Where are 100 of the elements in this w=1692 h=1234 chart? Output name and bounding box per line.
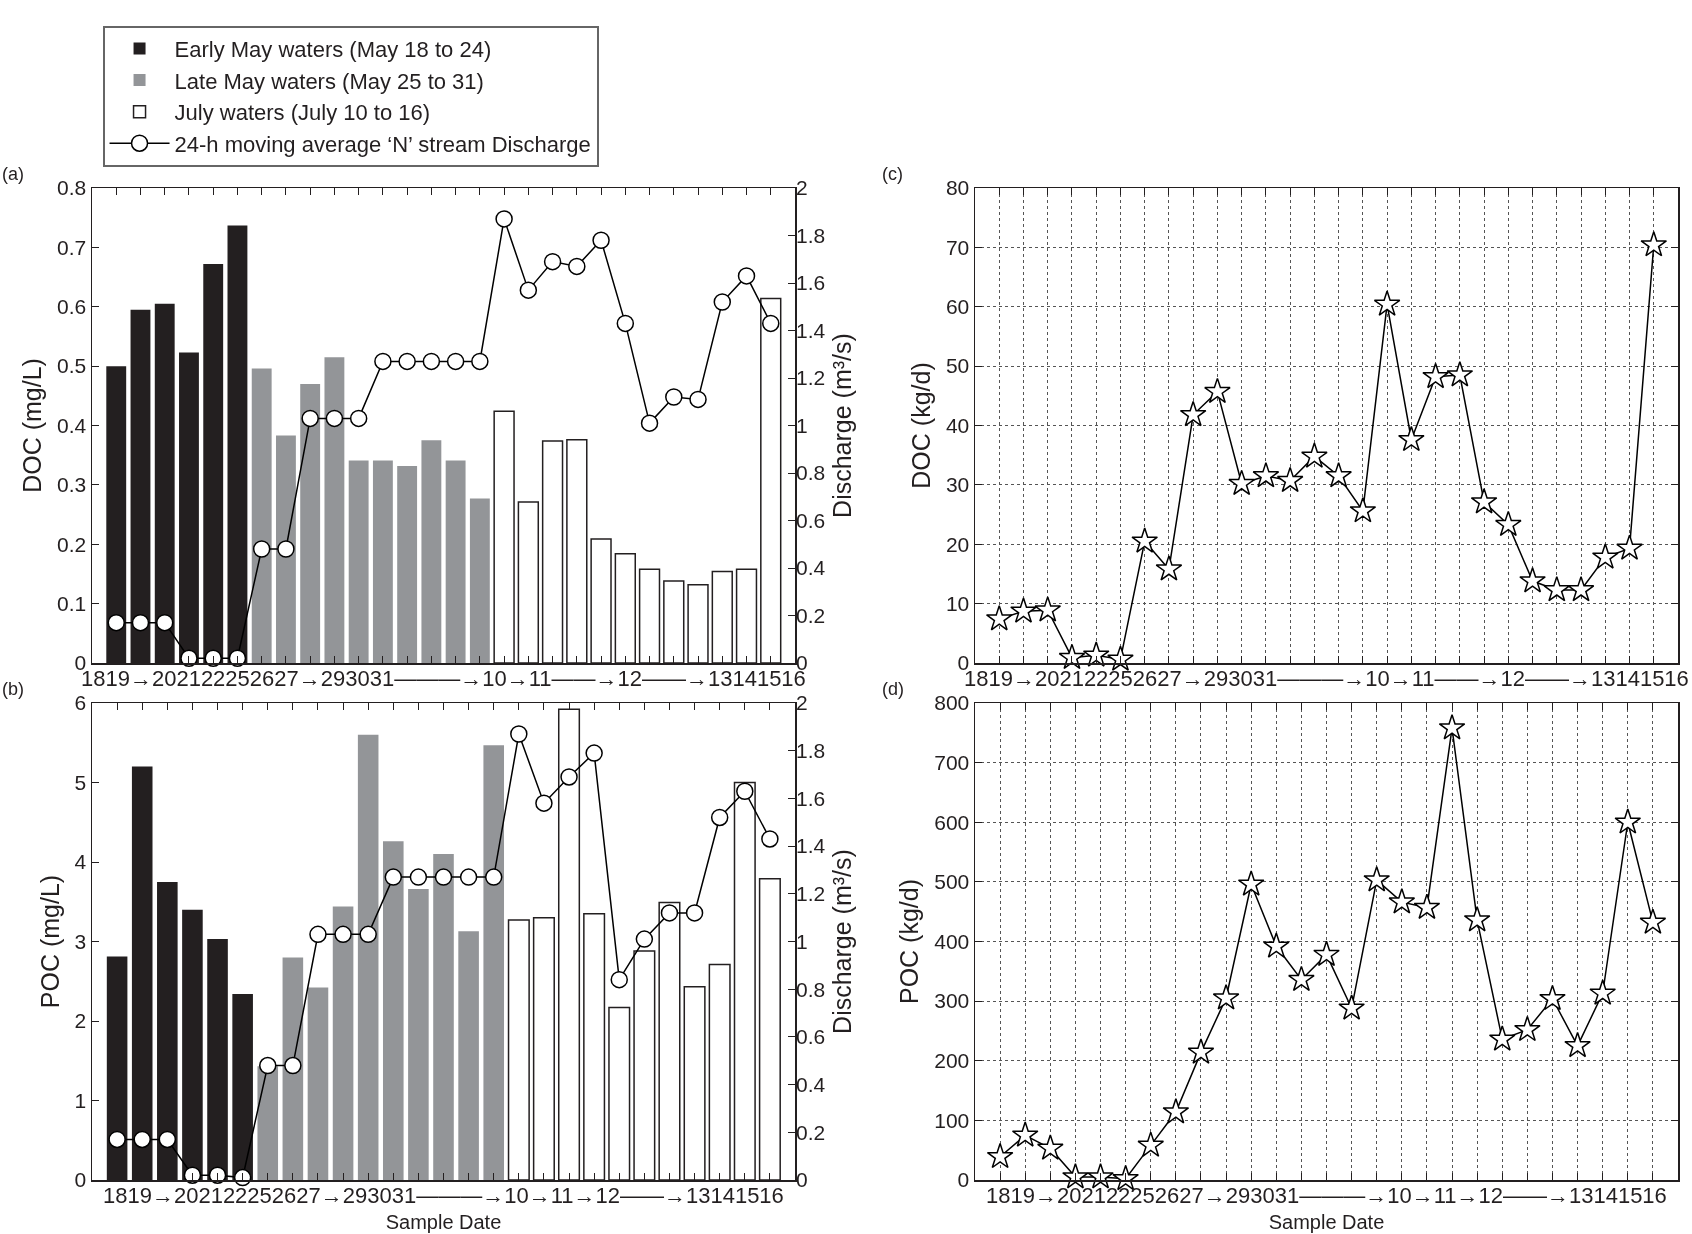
x-axis-title: Sample Date	[385, 1210, 502, 1233]
y-tick-label: 0	[74, 1168, 87, 1192]
y2-tick-label: 0.8	[796, 461, 826, 485]
point	[1446, 360, 1474, 387]
y2-tick-label: 1.6	[796, 786, 826, 810]
point	[710, 808, 729, 827]
y-tick-label: 0.5	[57, 354, 87, 378]
point	[1373, 290, 1401, 316]
point	[1463, 905, 1491, 932]
legend-label: 24-h moving average ‘N’ stream Discharge	[174, 131, 591, 157]
y-tick-label: 0.3	[57, 473, 87, 497]
point	[131, 613, 150, 632]
point	[1388, 888, 1416, 914]
y2-tick-label: 1	[796, 413, 808, 437]
point	[158, 1130, 177, 1149]
y-tick-label: 70	[945, 235, 970, 259]
bar	[445, 460, 466, 663]
bar	[307, 987, 329, 1180]
point	[1187, 1038, 1215, 1064]
y-tick-label: 5	[74, 770, 87, 794]
bar	[483, 745, 505, 1180]
point	[660, 904, 679, 922]
y2-tick-label: 1.4	[796, 834, 826, 858]
y-tick-label: 0.2	[57, 532, 87, 556]
bar	[300, 383, 321, 663]
point	[359, 925, 377, 944]
point	[1287, 965, 1315, 992]
point	[616, 314, 635, 333]
y2-tick-label: 0.4	[796, 1072, 826, 1096]
point	[1131, 527, 1159, 553]
point	[1363, 866, 1391, 892]
point	[1237, 870, 1265, 896]
bar	[257, 1066, 279, 1180]
text: (a)	[2, 164, 24, 184]
point	[1034, 596, 1062, 622]
y-tick-label: 0.1	[57, 591, 87, 615]
point	[1300, 442, 1328, 468]
y2-tick-label: 1	[796, 929, 808, 953]
y-tick-label: 400	[934, 929, 970, 953]
point	[986, 1142, 1014, 1169]
y2-tick-label: 1.8	[796, 223, 826, 247]
y-tick-label: 300	[934, 989, 970, 1013]
bar	[372, 460, 393, 663]
y-tick-label: 200	[934, 1049, 970, 1073]
y-tick-label: 0.6	[57, 295, 87, 319]
bar	[458, 931, 479, 1180]
y2-tick-label: 1.8	[796, 739, 826, 763]
point	[985, 605, 1013, 631]
point	[519, 281, 538, 299]
y2-tick-label: 0.2	[796, 1120, 826, 1144]
point	[107, 613, 125, 632]
y-tick-label: 60	[945, 295, 970, 319]
point	[349, 409, 368, 428]
point	[510, 725, 528, 743]
bar	[251, 368, 272, 663]
point	[495, 210, 513, 228]
point	[1137, 1131, 1165, 1157]
text: 1819→202122252627→293031———→10→11→12——→13141516	[103, 1183, 784, 1208]
bar	[324, 357, 345, 663]
point	[1011, 1121, 1039, 1147]
y-axis-title: POC (mg/L)	[35, 874, 64, 1009]
bar	[348, 460, 369, 663]
y-tick-label: 30	[945, 473, 970, 497]
point	[1640, 230, 1668, 257]
bar	[421, 440, 442, 663]
y-tick-label: 0	[957, 1168, 970, 1192]
y-tick-label: 40	[945, 413, 970, 437]
legend-label: Early May waters (May 18 to 24)	[174, 37, 492, 62]
bar	[332, 906, 354, 1180]
point	[422, 352, 441, 371]
point	[284, 1056, 302, 1075]
y-axis-title: DOC (mg/L)	[18, 358, 47, 493]
bar	[282, 957, 304, 1180]
y2-tick-label: 0.6	[796, 508, 826, 532]
point	[1438, 713, 1466, 740]
bar	[382, 841, 404, 1180]
point	[1325, 461, 1353, 488]
point	[1010, 597, 1037, 623]
point	[685, 904, 704, 922]
point	[374, 352, 392, 371]
legend-label: July waters (July 10 to 16)	[174, 100, 431, 126]
point	[543, 252, 562, 271]
point	[446, 352, 465, 371]
point	[1539, 984, 1566, 1011]
y2-tick-label: 1.2	[796, 366, 826, 390]
point	[384, 868, 403, 886]
point	[1212, 984, 1240, 1010]
point	[252, 540, 271, 558]
point	[1082, 641, 1110, 667]
point	[325, 409, 344, 428]
y-tick-label: 700	[934, 750, 970, 774]
point	[1413, 893, 1441, 920]
y2-tick-label: 0.2	[796, 603, 826, 627]
y-tick-label: 500	[934, 870, 970, 894]
bar	[397, 465, 418, 663]
point	[1204, 377, 1231, 404]
y-tick-label: 0.4	[57, 413, 87, 437]
point	[635, 930, 654, 948]
text: (b)	[2, 679, 24, 699]
y2-tick-label: 2	[796, 176, 808, 200]
